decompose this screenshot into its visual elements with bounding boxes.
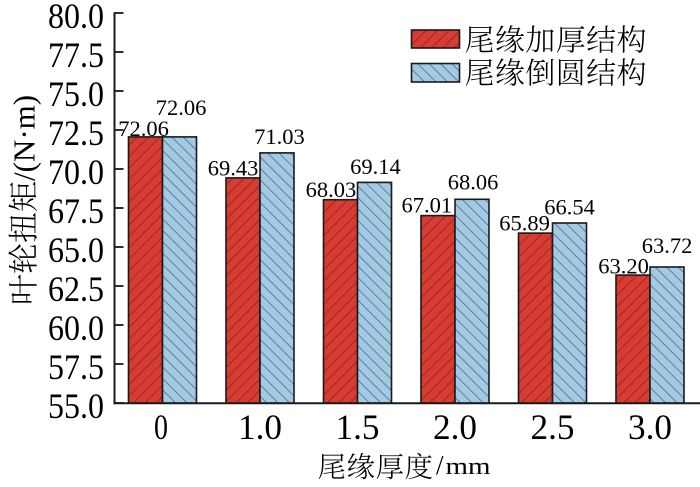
svg-text:72.06: 72.06 [156, 95, 207, 120]
svg-text:65.0: 65.0 [48, 230, 104, 270]
svg-text:77.5: 77.5 [48, 35, 104, 75]
svg-text:67.01: 67.01 [401, 193, 452, 218]
svg-text:57.5: 57.5 [48, 347, 104, 387]
svg-text:67.5: 67.5 [48, 191, 104, 231]
svg-text:/: / [436, 450, 444, 480]
svg-text:65.89: 65.89 [499, 211, 550, 236]
svg-text:mm: mm [446, 454, 491, 480]
svg-text:68.06: 68.06 [448, 170, 499, 195]
svg-text:63.72: 63.72 [642, 233, 693, 258]
svg-text:80.0: 80.0 [48, 0, 104, 36]
svg-text:62.5: 62.5 [48, 269, 104, 309]
svg-text:0: 0 [154, 407, 168, 447]
svg-text:70.0: 70.0 [48, 152, 104, 192]
svg-text:1.5: 1.5 [336, 407, 380, 447]
svg-text:2.5: 2.5 [531, 407, 575, 447]
svg-text:66.54: 66.54 [544, 194, 595, 219]
svg-text:71.03: 71.03 [254, 124, 305, 149]
svg-text:69.14: 69.14 [350, 154, 401, 179]
svg-text:69.43: 69.43 [208, 156, 259, 181]
svg-text:72.06: 72.06 [118, 116, 169, 141]
svg-text:55.0: 55.0 [48, 386, 104, 426]
svg-text:63.20: 63.20 [598, 254, 649, 279]
svg-text:3.0: 3.0 [628, 407, 672, 447]
svg-text:/(N·m): /(N·m) [7, 95, 42, 181]
svg-text:75.0: 75.0 [48, 74, 104, 114]
svg-text:2.0: 2.0 [433, 407, 477, 447]
svg-text:68.03: 68.03 [306, 177, 357, 202]
svg-text:60.0: 60.0 [48, 308, 104, 348]
svg-text:1.0: 1.0 [238, 407, 282, 447]
svg-text:72.5: 72.5 [48, 113, 104, 153]
